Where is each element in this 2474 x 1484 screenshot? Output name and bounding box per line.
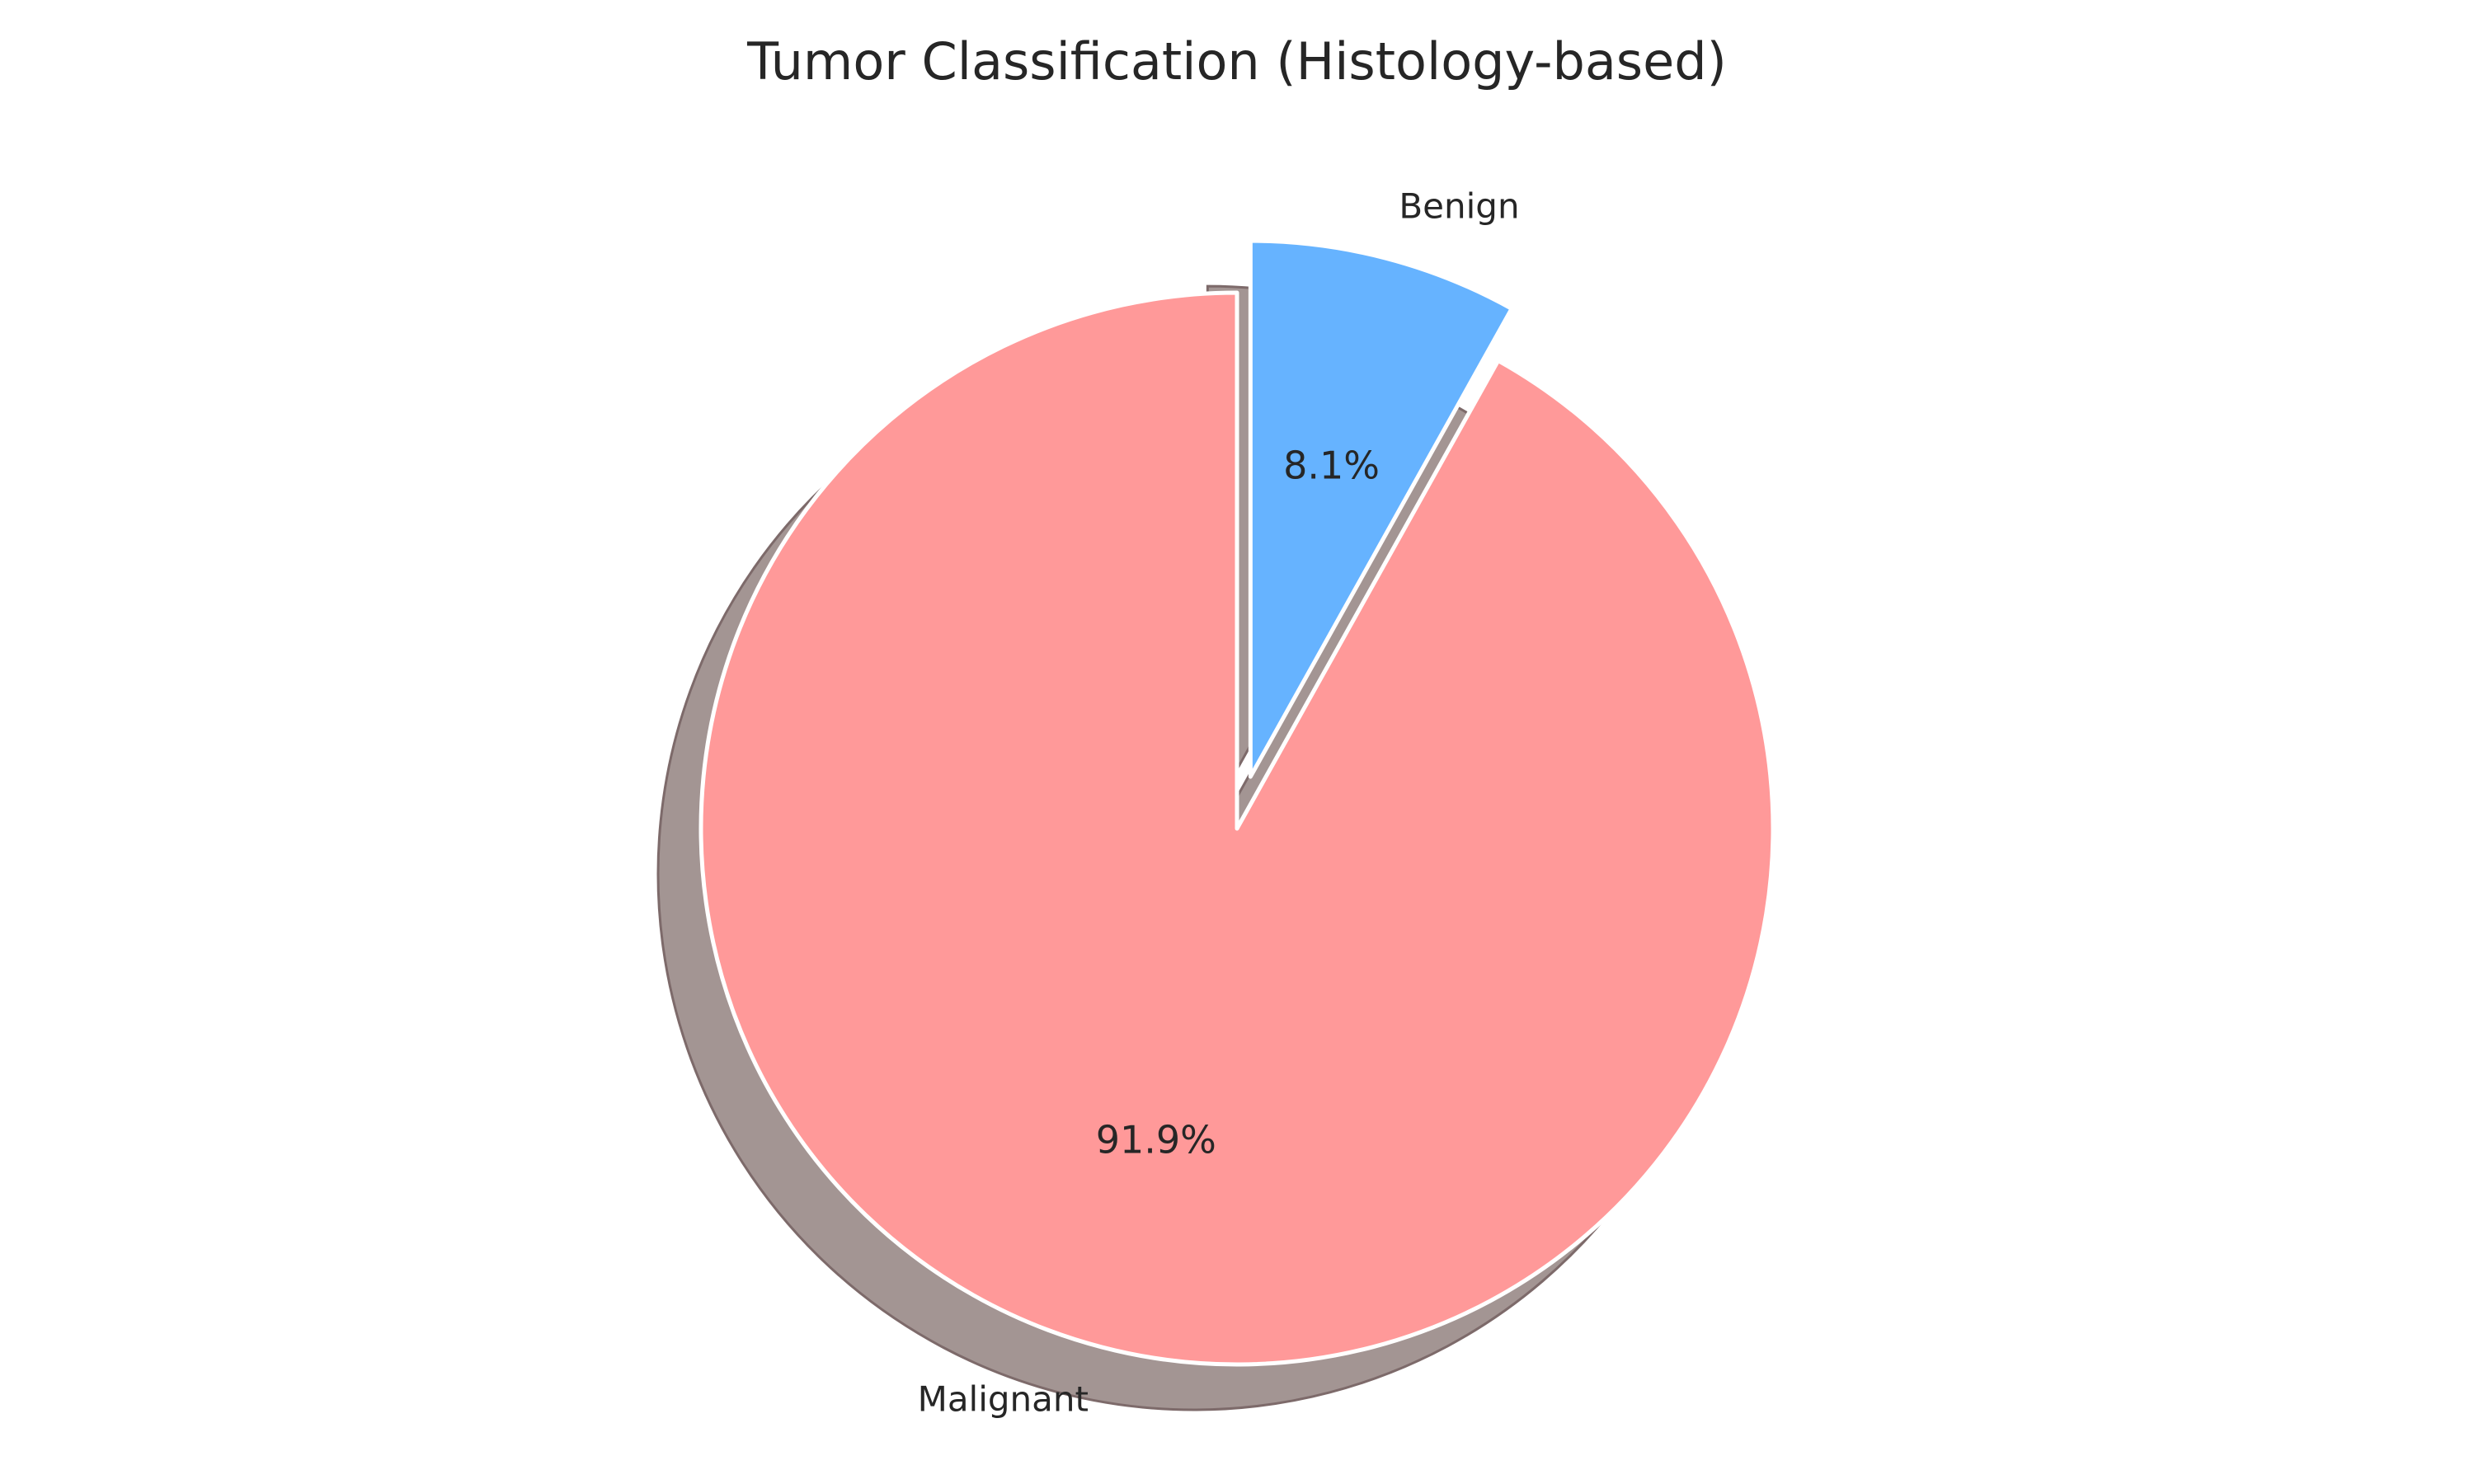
slice-label-malignant: Malignant <box>918 1378 1089 1419</box>
pct-label-malignant: 91.9% <box>1096 1117 1216 1162</box>
slice-label-benign: Benign <box>1399 186 1519 227</box>
pie-slice-benign <box>1248 238 1514 779</box>
pie-slice-malignant <box>698 290 1776 1367</box>
pct-label-benign: 8.1% <box>1283 444 1380 488</box>
chart-title: Tumor Classification (Histology-based) <box>747 31 1727 92</box>
